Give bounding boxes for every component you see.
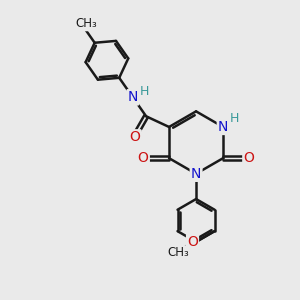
Text: O: O — [138, 151, 148, 165]
Text: N: N — [191, 167, 201, 181]
Text: H: H — [230, 112, 239, 125]
Text: H: H — [230, 112, 239, 125]
Text: CH₃: CH₃ — [167, 247, 189, 260]
Text: O: O — [244, 151, 254, 165]
Text: N: N — [128, 90, 138, 104]
Text: H: H — [140, 85, 149, 98]
Text: CH₃: CH₃ — [75, 17, 97, 30]
Text: N: N — [218, 120, 228, 134]
Text: O: O — [187, 235, 198, 249]
Text: N: N — [128, 90, 138, 104]
Text: CH₃: CH₃ — [167, 247, 189, 260]
Text: O: O — [130, 130, 140, 145]
Text: O: O — [187, 235, 198, 249]
Text: O: O — [138, 151, 148, 165]
Text: O: O — [130, 130, 140, 145]
Text: H: H — [140, 85, 149, 98]
Text: CH₃: CH₃ — [75, 17, 97, 30]
Text: N: N — [191, 167, 201, 181]
Text: O: O — [244, 151, 254, 165]
Text: N: N — [218, 120, 228, 134]
